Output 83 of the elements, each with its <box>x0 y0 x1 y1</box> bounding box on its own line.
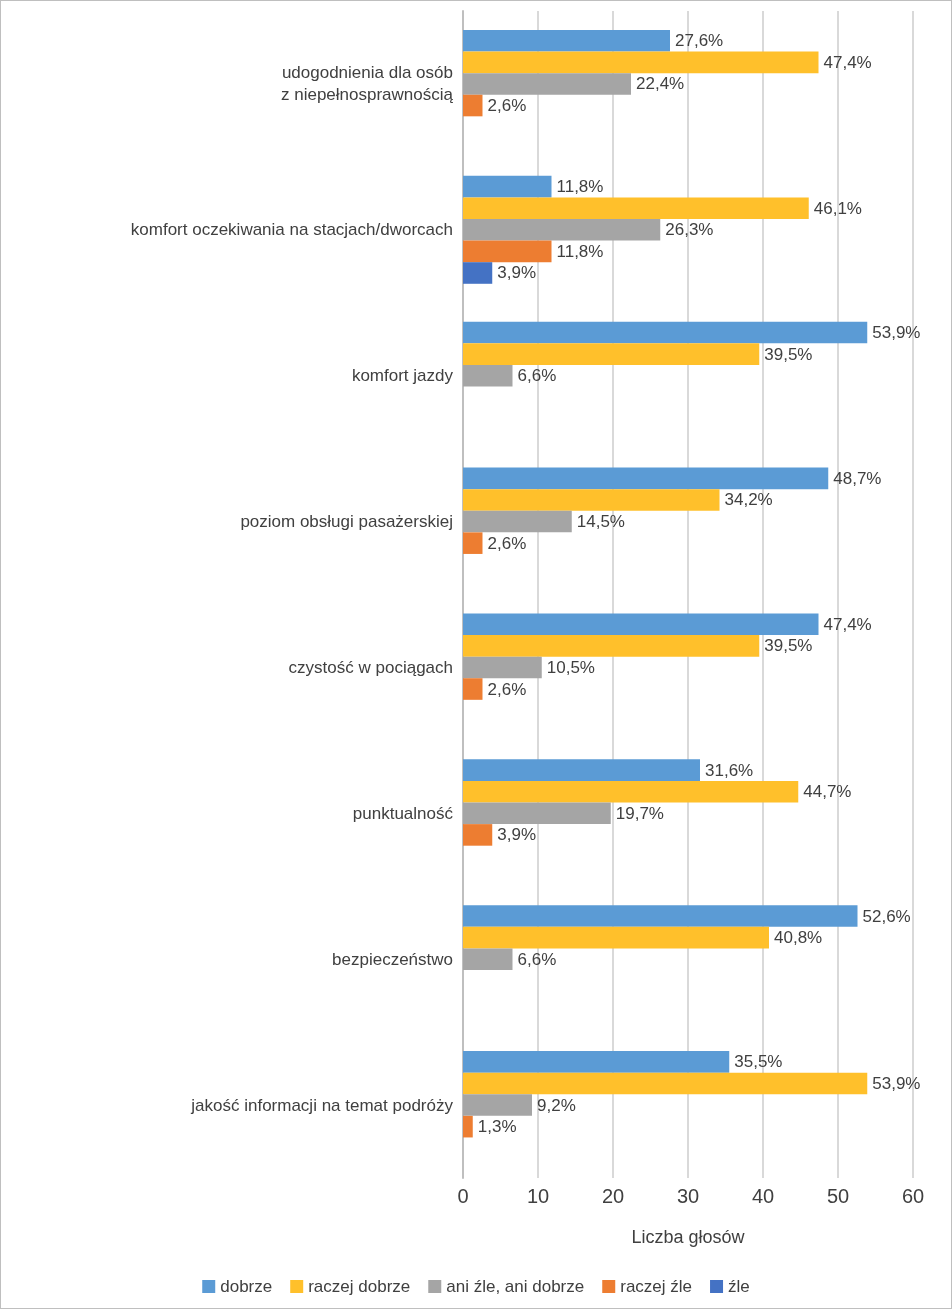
bar <box>463 1051 730 1073</box>
data-label: 39,5% <box>764 636 813 656</box>
x-tick-label: 60 <box>901 1185 925 1207</box>
data-label: 11,8% <box>556 241 604 261</box>
data-label: 11,8% <box>556 177 604 197</box>
data-label: 6,6% <box>517 949 557 969</box>
legend-label: raczej dobrze <box>308 1277 411 1296</box>
data-label: 34,2% <box>724 490 773 510</box>
x-axis-title: Liczba głosów <box>631 1227 746 1247</box>
y-tick-label: udogodnienia dla osób z niepełnosprawnością <box>281 63 454 105</box>
legend-label: raczej źle <box>620 1277 693 1296</box>
data-label: 47,4% <box>823 52 872 72</box>
x-tick-label: 40 <box>751 1185 775 1207</box>
bar <box>463 197 809 220</box>
data-label: 40,8% <box>774 928 823 948</box>
bar <box>463 73 631 95</box>
data-label: 48,7% <box>833 468 882 488</box>
bar <box>463 29 670 52</box>
data-label: 1,3% <box>477 1117 517 1137</box>
data-label: 2,6% <box>487 96 527 116</box>
bar <box>463 467 829 490</box>
data-label: 27,6% <box>675 31 724 51</box>
bar <box>463 262 493 284</box>
y-tick-label: jakość informacji na temat podróży <box>190 1095 454 1115</box>
legend-label: źle <box>728 1277 750 1296</box>
legend-label: ani źle, ani dobrze <box>446 1277 585 1296</box>
data-label: 9,2% <box>537 1095 576 1115</box>
data-label: 31,6% <box>705 760 754 780</box>
bar <box>463 656 542 679</box>
bar <box>463 240 552 263</box>
bar <box>463 489 720 511</box>
bar <box>463 613 819 636</box>
data-label: 46,1% <box>813 198 862 218</box>
y-tick-label: poziom obsługi pasażerskiej <box>240 512 453 532</box>
data-label: 3,9% <box>497 263 536 283</box>
y-tick-label: punktualność <box>352 803 454 823</box>
bar <box>463 532 483 554</box>
bar <box>463 1072 868 1095</box>
bar <box>463 364 513 387</box>
bar <box>463 802 611 825</box>
data-label: 6,6% <box>517 366 557 386</box>
y-tick-label: komfort jazdy <box>351 366 454 386</box>
y-tick-label: czystość w pociągach <box>288 657 453 677</box>
legend-label: dobrze <box>220 1277 273 1296</box>
bar <box>463 94 483 117</box>
data-label: 47,4% <box>823 614 872 634</box>
data-label: 3,9% <box>497 825 536 845</box>
data-label: 2,6% <box>487 533 527 553</box>
bar <box>463 635 760 657</box>
data-label: 19,7% <box>615 803 664 823</box>
bar <box>463 780 799 803</box>
bar <box>463 759 700 781</box>
bar <box>463 1115 473 1138</box>
bar <box>463 678 483 700</box>
data-label: 22,4% <box>636 74 685 94</box>
bar <box>463 905 858 927</box>
x-tick-label: 10 <box>526 1185 550 1207</box>
data-label: 35,5% <box>734 1052 783 1072</box>
bar <box>463 51 819 74</box>
bar <box>463 510 572 533</box>
data-label: 26,3% <box>665 220 714 240</box>
y-tick-label: komfort oczekiwania na stacjach/dworcach <box>130 220 453 240</box>
bar <box>463 948 513 970</box>
data-label: 39,5% <box>764 344 813 364</box>
x-tick-label: 30 <box>676 1185 700 1207</box>
bar <box>463 175 552 198</box>
x-tick-label: 0 <box>457 1185 469 1207</box>
data-label: 14,5% <box>576 512 625 532</box>
data-label: 53,9% <box>872 1073 921 1093</box>
data-label: 10,5% <box>546 657 595 677</box>
data-label: 44,7% <box>803 782 852 802</box>
bar <box>463 824 493 846</box>
x-tick-label: 20 <box>601 1185 625 1207</box>
bar <box>463 219 661 241</box>
y-tick-label: bezpieczeństwo <box>332 949 453 969</box>
bar <box>463 1094 532 1116</box>
bar <box>463 343 760 365</box>
data-label: 52,6% <box>862 906 911 926</box>
data-label: 2,6% <box>487 679 527 699</box>
bar <box>463 321 868 344</box>
bar <box>463 926 769 949</box>
data-label: 53,9% <box>872 323 921 343</box>
x-tick-label: 50 <box>826 1185 850 1207</box>
